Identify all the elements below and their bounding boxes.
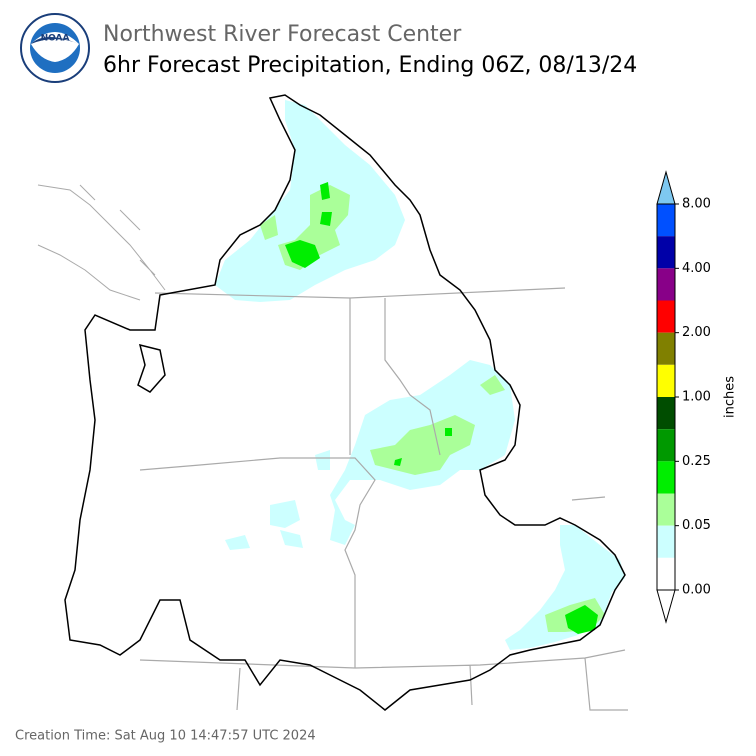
colorbar-segment [657, 397, 675, 430]
colorbar-segment [657, 525, 675, 558]
colorbar-segment [657, 236, 675, 269]
creation-time: Creation Time: Sat Aug 10 14:47:57 UTC 2… [15, 729, 316, 744]
colorbar-segment [657, 461, 675, 494]
map [37, 94, 628, 711]
colorbar-over [656, 170, 676, 205]
colorbar-tick-label: 2.00 [682, 325, 711, 340]
colorbar-tick-label: 0.05 [682, 518, 711, 533]
colorbar-segment [657, 332, 675, 365]
subtitle: 6hr Forecast Precipitation, Ending 06Z, … [103, 53, 637, 78]
colorbar-tick-label: 8.00 [682, 197, 711, 212]
logo-text: NOAA [41, 34, 70, 44]
colorbar-label: inches [723, 376, 738, 418]
colorbar-tick-label: 0.25 [682, 454, 711, 469]
basin-outline [64, 94, 626, 711]
colorbar-under [656, 589, 676, 624]
colorbar-segment [657, 300, 675, 333]
title: Northwest River Forecast Center [103, 22, 462, 47]
coastline [37, 184, 166, 301]
colorbar-segment [657, 429, 675, 462]
colorbar-tick-label: 1.00 [682, 390, 711, 405]
state-lines [139, 287, 628, 711]
colorbar-segment [657, 364, 675, 397]
colorbar: 8.00 4.00 2.00 1.00 0.25 0.05 0.00 [656, 170, 711, 624]
precip-light [215, 100, 625, 650]
colorbar-segment [657, 557, 675, 590]
colorbar-tick-label: 4.00 [682, 261, 711, 276]
colorbar-segment [657, 493, 675, 526]
noaa-logo: NOAA [20, 13, 90, 83]
colorbar-segment [657, 268, 675, 301]
colorbar-tick-label: 0.00 [682, 583, 711, 598]
colorbar-segment [657, 204, 675, 237]
